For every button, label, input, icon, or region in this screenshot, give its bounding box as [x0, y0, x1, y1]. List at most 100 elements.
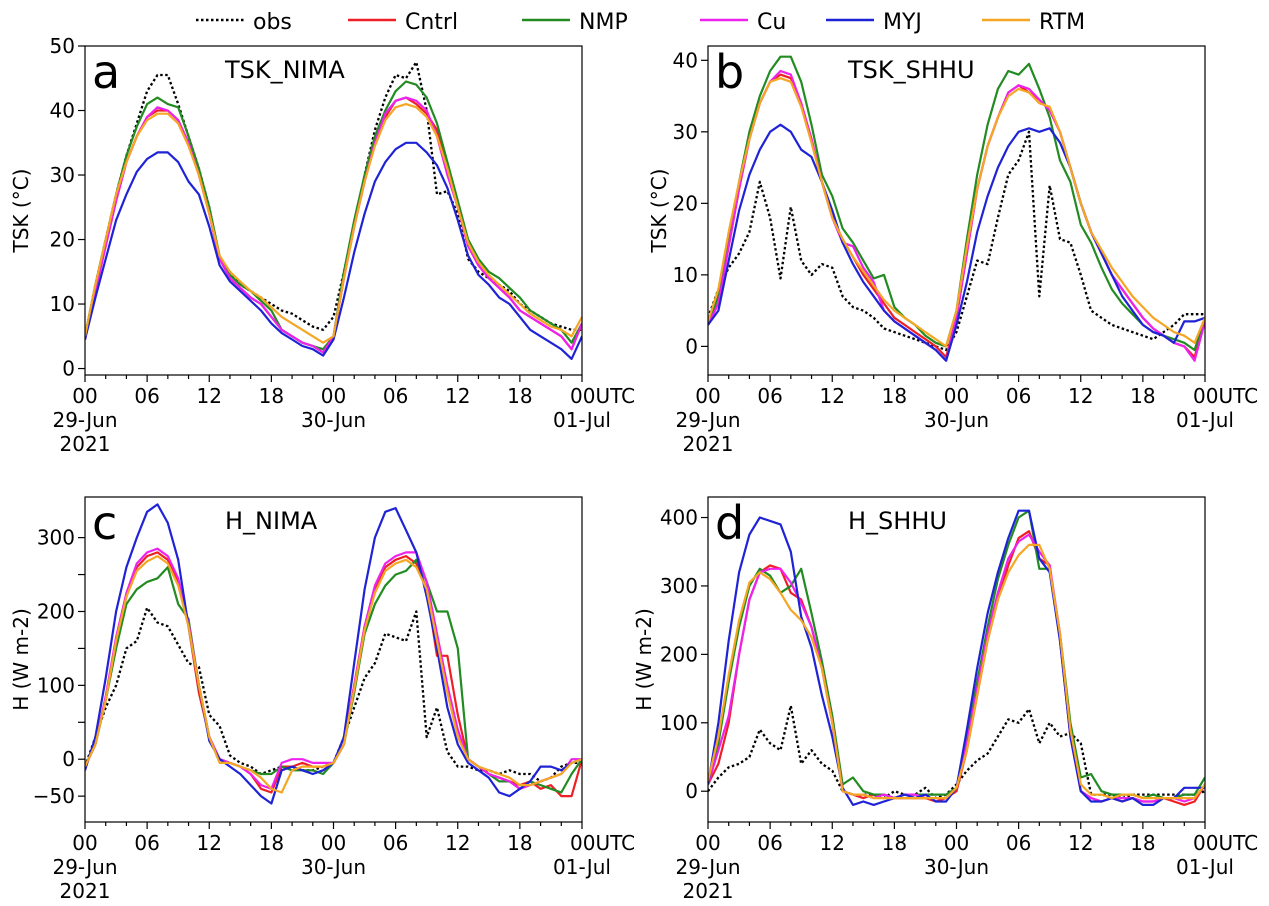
legend-item-nmp: NMP [522, 10, 628, 35]
y-tick-label: 300 [660, 574, 698, 598]
y-tick-label: 300 [37, 526, 75, 550]
legend-label-cu: Cu [757, 10, 786, 35]
y-tick-label: 200 [660, 642, 698, 666]
y-tick-label: 10 [673, 263, 698, 287]
x-tick-label: 12 [1068, 831, 1093, 855]
x-tick-label: 29-Jun [675, 855, 740, 879]
x-tick-label: 12 [445, 384, 470, 408]
x-tick-label: 12 [1068, 384, 1093, 408]
series-line-cntrl [85, 551, 582, 798]
panel-letter: d [715, 496, 744, 550]
series-line-myj [708, 123, 1205, 362]
y-tick-label: 30 [673, 120, 698, 144]
x-tick-label: 00 [695, 831, 720, 855]
y-tick-label: 30 [50, 163, 75, 187]
x-tick-label: 12 [445, 831, 470, 855]
x-tick-label: 00UTC [1193, 384, 1258, 408]
axes-frame [84, 496, 583, 823]
x-tick-label: 29-Jun [52, 408, 117, 432]
x-tick-label: 06 [134, 831, 159, 855]
plot-area [708, 509, 1205, 807]
x-tick-label: 06 [757, 831, 782, 855]
x-tick-label: 00UTC [570, 831, 635, 855]
plot-area [708, 55, 1205, 362]
x-tick-label: 00 [72, 384, 97, 408]
y-tick-label: 0 [62, 747, 75, 771]
axes-frame [707, 496, 1206, 823]
x-tick-label: 18 [507, 384, 532, 408]
y-tick-label: 0 [685, 779, 698, 803]
y-tick-label: 40 [50, 99, 75, 123]
legend-label-cntrl: Cntrl [405, 10, 458, 35]
y-tick-label: 0 [685, 334, 698, 358]
x-tick-label: 29-Jun [52, 855, 117, 879]
x-tick-label: 00 [944, 831, 969, 855]
x-tick-label: 01-Jul [1176, 855, 1234, 879]
x-tick-label: 12 [197, 384, 222, 408]
x-tick-label: 18 [882, 831, 907, 855]
legend-item-rtm: RTM [982, 10, 1085, 35]
x-tick-label: 12 [820, 831, 845, 855]
x-tick-label: 00 [944, 384, 969, 408]
x-tick-label: 12 [197, 831, 222, 855]
x-tick-label: 2021 [683, 432, 734, 456]
x-tick-label: 18 [1130, 384, 1155, 408]
panel-title: TSK_NIMA [224, 56, 345, 84]
series-line-cu [708, 69, 1205, 362]
x-tick-label: 06 [757, 384, 782, 408]
x-tick-label: 01-Jul [553, 855, 611, 879]
legend: obs Cntrl NMP Cu MYJ RTM [196, 10, 1085, 35]
x-tick-label: 00UTC [1193, 831, 1258, 855]
x-tick-label: 06 [1006, 384, 1031, 408]
series-line-nmp [85, 80, 582, 351]
y-axis-label: TSK (°C) [647, 169, 671, 254]
series-line-rtm [85, 554, 582, 794]
legend-item-cu: Cu [700, 10, 786, 35]
x-tick-label: 00 [321, 384, 346, 408]
x-tick-label: 30-Jun [301, 408, 366, 432]
y-tick-label: 50 [50, 34, 75, 58]
panel-letter: b [715, 45, 744, 99]
x-tick-label: 12 [820, 384, 845, 408]
x-tick-label: 18 [259, 384, 284, 408]
y-axis-label: H (W m-2) [632, 608, 656, 711]
axes-frame [84, 45, 583, 376]
x-tick-label: 2021 [683, 879, 734, 903]
legend-item-cntrl: Cntrl [348, 10, 458, 35]
legend-label-rtm: RTM [1039, 10, 1085, 35]
x-tick-label: 18 [507, 831, 532, 855]
panel-title: H_SHHU [848, 507, 947, 535]
x-tick-label: 29-Jun [675, 408, 740, 432]
y-tick-label: 20 [673, 191, 698, 215]
y-tick-label: 100 [37, 673, 75, 697]
x-tick-label: 01-Jul [553, 408, 611, 432]
series-line-obs [708, 130, 1205, 352]
x-tick-label: 00 [72, 831, 97, 855]
series-line-cu [85, 547, 582, 790]
x-tick-label: 30-Jun [924, 855, 989, 879]
series-line-myj [708, 509, 1205, 807]
y-tick-label: 100 [660, 711, 698, 735]
x-tick-label: 06 [134, 384, 159, 408]
y-tick-label: 10 [50, 292, 75, 316]
legend-item-obs: obs [196, 10, 292, 35]
x-tick-label: 18 [1130, 831, 1155, 855]
y-tick-label: 200 [37, 599, 75, 623]
x-tick-label: 01-Jul [1176, 408, 1234, 432]
series-line-rtm [708, 543, 1205, 800]
plot-area [85, 60, 582, 360]
x-tick-label: 30-Jun [301, 855, 366, 879]
x-tick-label: 06 [383, 384, 408, 408]
series-line-nmp [85, 558, 582, 794]
panel-title: TSK_SHHU [847, 56, 975, 84]
x-tick-label: 2021 [60, 879, 111, 903]
legend-label-obs: obs [253, 10, 292, 35]
x-tick-label: 18 [882, 384, 907, 408]
x-tick-label: 00 [695, 384, 720, 408]
y-tick-label: 0 [62, 357, 75, 381]
